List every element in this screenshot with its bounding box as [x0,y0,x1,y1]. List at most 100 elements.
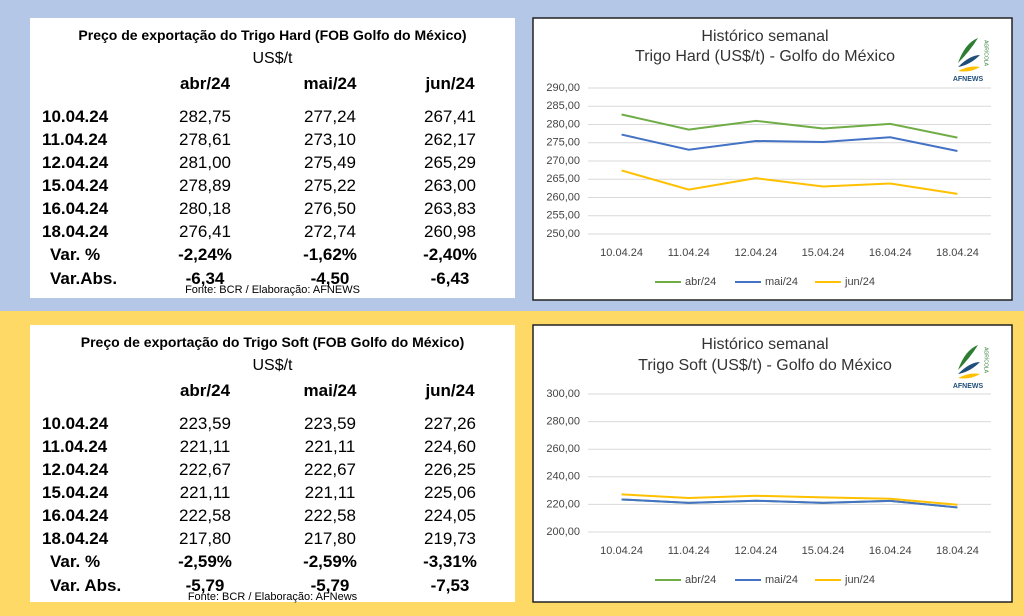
column-header: abr/24 [179,74,231,93]
x-tick-label: 16.04.24 [869,247,912,259]
cell: -4,50 [310,269,350,288]
cell: 222,58 [179,506,231,525]
legend-label: jun/24 [844,574,875,586]
chart-panel [532,17,1013,301]
column-header: abr/24 [179,381,231,400]
x-tick-label: 18.04.24 [936,545,979,557]
table-title: Preço de exportação do Trigo Hard (FOB G… [78,27,467,43]
y-tick-label: 300,00 [546,388,580,400]
x-tick-label: 10.04.24 [600,545,643,557]
column-header: mai/24 [303,381,357,400]
cell: 273,10 [304,130,356,149]
cell: 280,18 [179,199,231,218]
y-tick-label: 280,00 [546,416,580,428]
logo-leaf [958,38,978,63]
row-label: 15.04.24 [42,483,109,502]
cell: 282,75 [179,107,231,126]
row-label: Var. Abs. [50,576,122,595]
legend-label: abr/24 [685,276,716,288]
cell: 276,41 [179,222,231,241]
cell: 223,59 [179,414,231,433]
row-label: 11.04.24 [42,437,108,456]
y-tick-label: 220,00 [546,498,580,510]
cell: -7,53 [430,576,470,595]
table-panel: Preço de exportação do Trigo Hard (FOB G… [30,18,515,298]
logo-leaf [958,66,980,72]
row-label: Var.Abs. [50,269,118,288]
cell: 222,67 [179,460,231,479]
cell: 221,11 [304,437,356,456]
cell: 272,74 [304,222,356,241]
legend-label: jun/24 [844,276,875,288]
cell: 277,24 [304,107,356,126]
y-tick-label: 270,00 [546,155,580,167]
cell: 222,58 [304,506,356,525]
row-label: 11.04.24 [42,130,108,149]
legend-label: mai/24 [765,574,798,586]
cell: 281,00 [179,153,231,172]
x-tick-label: 10.04.24 [600,247,643,259]
chart-panel [532,324,1013,603]
y-tick-label: 250,00 [546,228,580,240]
row-label: 15.04.24 [42,176,109,195]
legend-label: mai/24 [765,276,798,288]
cell: 267,41 [424,107,476,126]
table-unit: US$/t [252,50,293,67]
cell: -5,79 [310,576,350,595]
series-line [621,113,958,139]
source-note: Fonte: BCR / Elaboração: AFNews [187,591,358,603]
logo-leaf [958,345,978,370]
row-label: 18.04.24 [42,529,109,548]
y-tick-label: 285,00 [546,100,580,112]
y-tick-label: 280,00 [546,118,580,130]
y-tick-label: 255,00 [546,210,580,222]
row-label: Var. % [50,552,101,571]
x-tick-label: 11.04.24 [668,545,710,557]
table-panel: Preço de exportação do Trigo Soft (FOB G… [30,325,515,603]
logo-name: AFNEWS [953,383,984,390]
cell: 263,00 [424,176,476,195]
series-line [621,169,958,195]
series-line [621,133,958,152]
cell: 219,73 [424,529,476,548]
chart-title: Histórico semanal [701,336,828,353]
cell: 278,61 [179,130,231,149]
cell: 223,59 [304,414,356,433]
cell: -6,43 [430,269,470,288]
column-header: mai/24 [303,74,357,93]
logo-leaf [958,362,980,374]
cell: 221,11 [304,483,356,502]
cell: -2,40% [423,245,477,264]
x-tick-label: 18.04.24 [936,247,979,259]
logo-name: AFNEWS [953,76,984,83]
cell: -2,59% [178,552,232,571]
y-tick-label: 240,00 [546,471,580,483]
table-unit: US$/t [252,357,293,374]
x-tick-label: 15.04.24 [802,247,845,259]
x-tick-label: 16.04.24 [869,545,912,557]
cell: -2,59% [303,552,357,571]
cell: -6,34 [185,269,225,288]
logo-leaf [958,55,980,67]
x-tick-label: 12.04.24 [735,545,778,557]
logo-leaf [958,373,980,379]
cell: 225,06 [424,483,476,502]
cell: 276,50 [304,199,356,218]
y-tick-label: 200,00 [546,526,580,538]
legend-label: abr/24 [685,574,716,586]
cell: 224,05 [424,506,476,525]
row-label: 16.04.24 [42,506,109,525]
cell: 217,80 [179,529,231,548]
cell: 263,83 [424,199,476,218]
x-tick-label: 12.04.24 [735,247,778,259]
y-tick-label: 265,00 [546,173,580,185]
cell: -3,31% [423,552,477,571]
cell: 265,29 [424,153,476,172]
cell: 221,11 [179,437,231,456]
cell: 278,89 [179,176,231,195]
cell: -5,79 [185,576,225,595]
row-label: 10.04.24 [42,107,109,126]
row-label: 18.04.24 [42,222,109,241]
row-label: 12.04.24 [42,153,109,172]
